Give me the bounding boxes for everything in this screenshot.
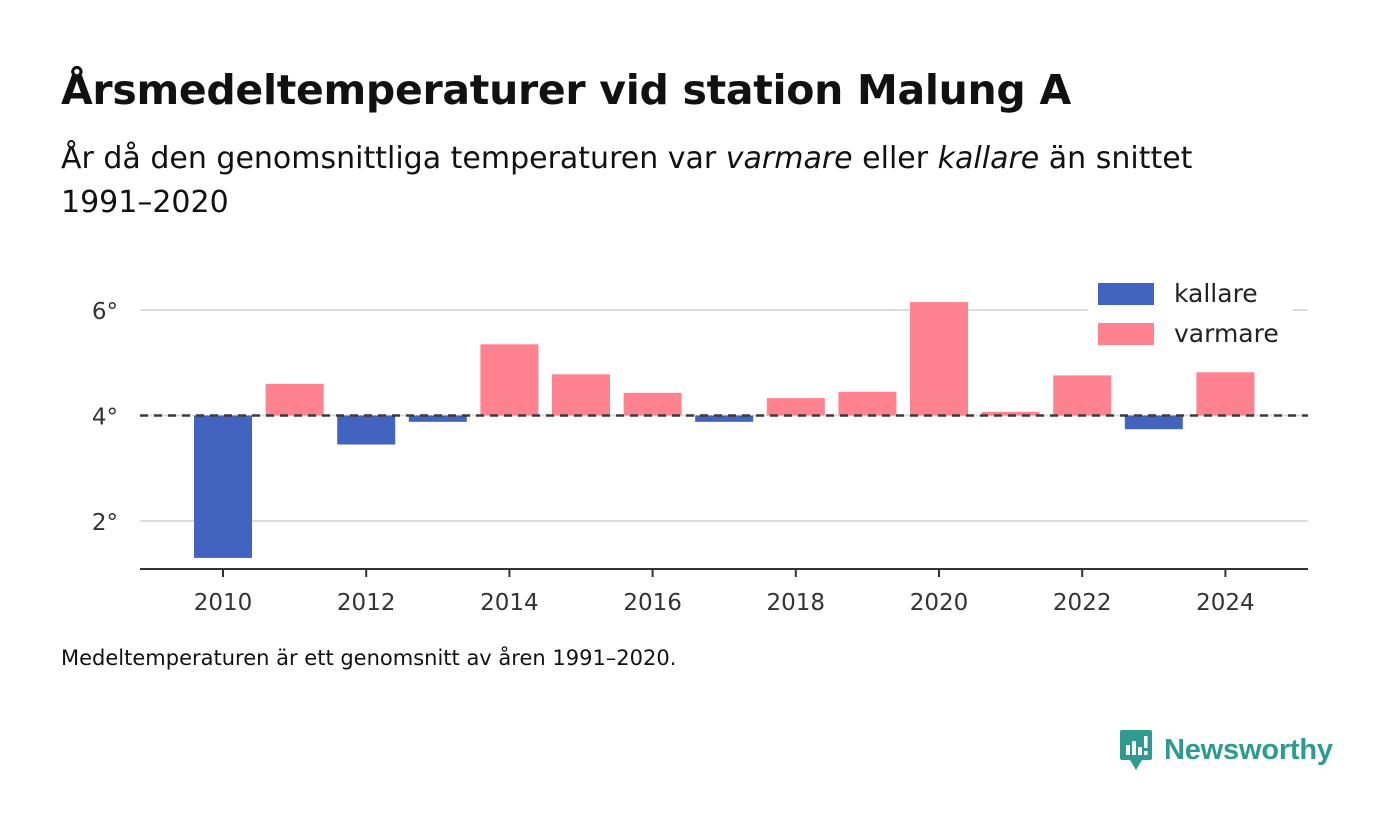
- legend-swatch-kallare: [1098, 283, 1154, 305]
- bar-2010: [194, 415, 252, 558]
- subtitle-colder: kallare: [937, 141, 1040, 176]
- x-tick-label: 2012: [337, 590, 396, 616]
- bar-2022: [1053, 375, 1112, 416]
- bar-2017: [695, 415, 754, 422]
- subtitle-text-1: År då den genomsnittliga temperaturen va…: [61, 141, 726, 176]
- y-tick-label: 2°: [92, 510, 118, 536]
- x-tick-label: 2022: [1053, 590, 1112, 616]
- x-tick-label: 2018: [767, 590, 826, 616]
- y-tick-label: 6°: [92, 299, 118, 325]
- bar-2024: [1196, 372, 1255, 416]
- bar-2021: [981, 411, 1040, 416]
- x-tick-label: 2016: [623, 590, 682, 616]
- legend-swatch-varmare: [1098, 323, 1154, 345]
- chart-subtitle: År då den genomsnittliga temperaturen va…: [61, 137, 1281, 225]
- bar-2018: [766, 398, 825, 416]
- bar-2013: [408, 415, 467, 422]
- bar-2023: [1124, 415, 1183, 430]
- x-tick-label: 2014: [480, 590, 539, 616]
- newsworthy-logo: Newsworthy: [1118, 728, 1333, 772]
- legend-label-kallare: kallare: [1174, 279, 1258, 308]
- newsworthy-logo-text: Newsworthy: [1164, 733, 1333, 766]
- subtitle-warmer: varmare: [725, 141, 853, 176]
- x-tick-label: 2010: [194, 590, 253, 616]
- bar-2020: [910, 302, 968, 416]
- y-tick-label: 4°: [92, 405, 118, 431]
- subtitle-text-3: än snittet 1991–2020: [61, 141, 1193, 220]
- bar-2019: [838, 391, 897, 416]
- bar-2011: [265, 383, 324, 416]
- bar-2012: [337, 415, 396, 445]
- bar-2016: [623, 392, 682, 416]
- bar-2015: [552, 374, 610, 416]
- bar-2014: [480, 344, 539, 416]
- newsworthy-logo-icon: [1120, 730, 1152, 770]
- footnote: Medeltemperaturen är ett genomsnitt av å…: [61, 646, 677, 670]
- subtitle-text-2: eller: [852, 141, 938, 176]
- legend-label-varmare: varmare: [1174, 319, 1279, 348]
- chart-title: Årsmedeltemperaturer vid station Malung …: [61, 66, 1071, 114]
- x-tick-label: 2020: [910, 590, 969, 616]
- x-tick-label: 2024: [1196, 590, 1255, 616]
